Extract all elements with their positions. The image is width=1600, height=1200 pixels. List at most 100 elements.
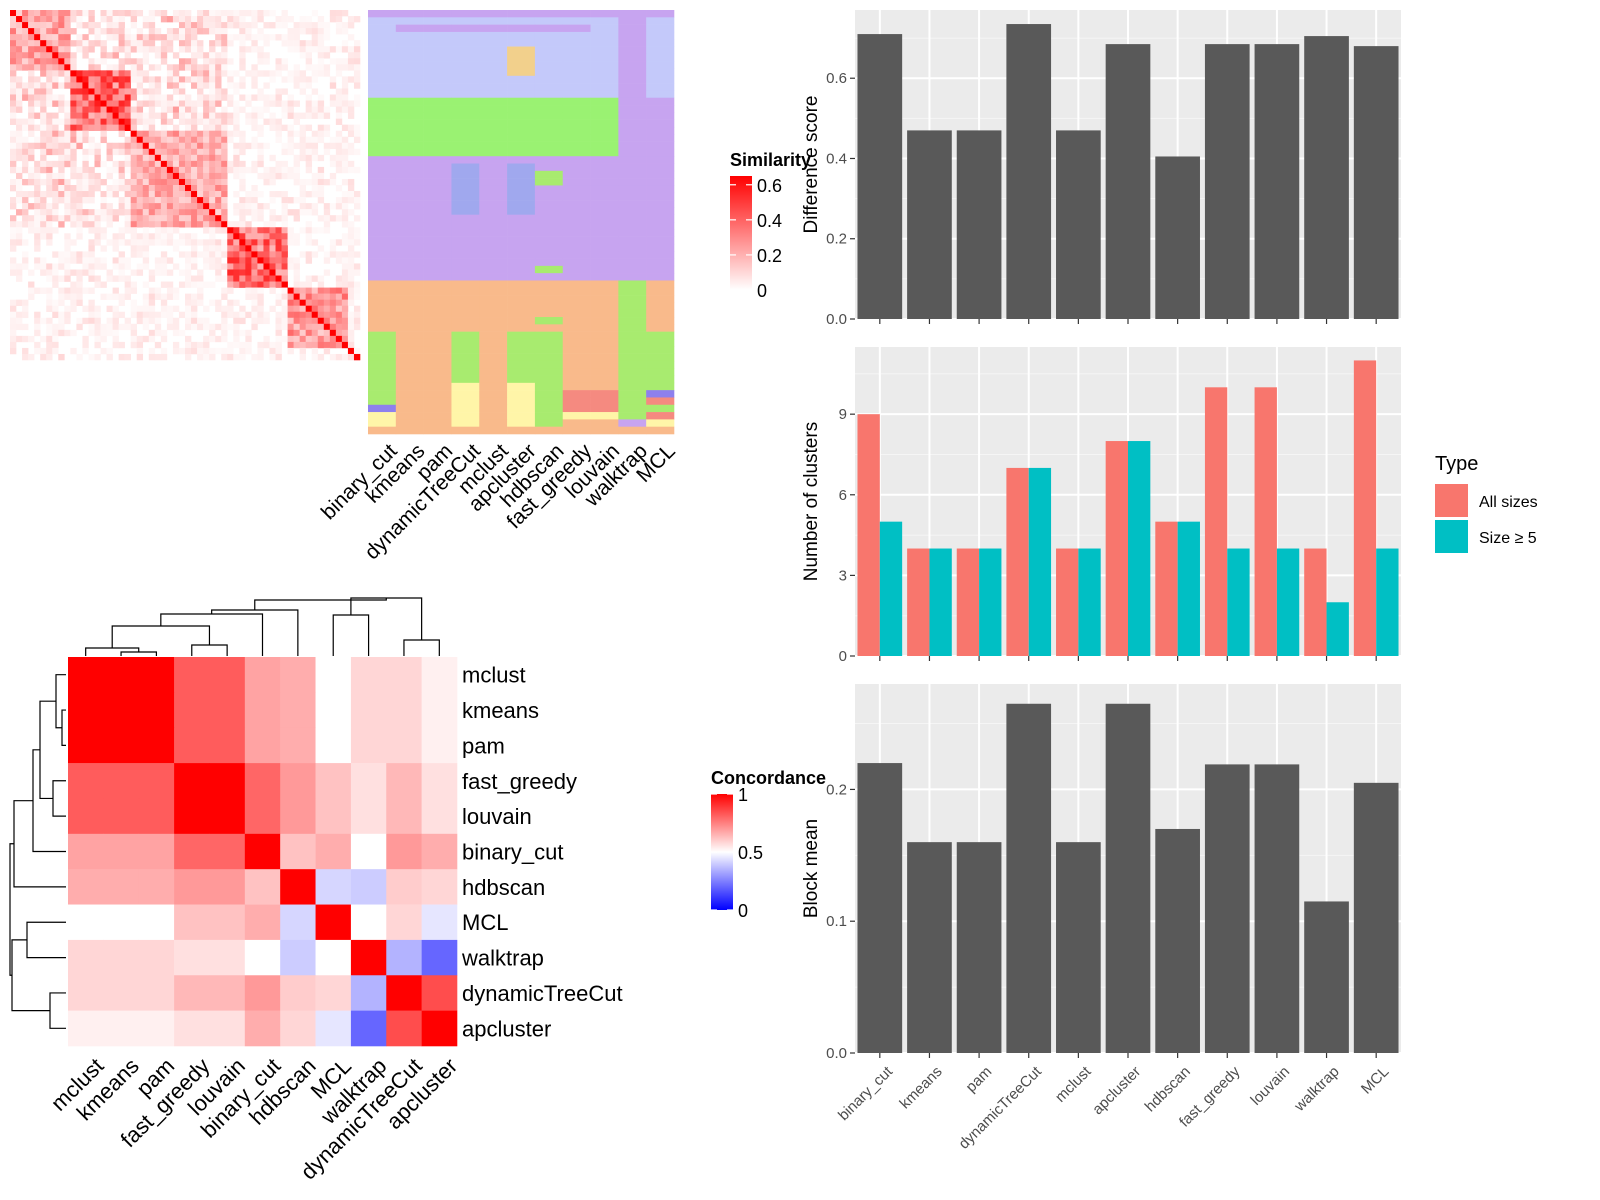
similarity-cell	[299, 76, 306, 83]
partition-cell	[507, 61, 536, 69]
similarity-cell	[10, 185, 17, 192]
similarity-cell	[191, 70, 198, 77]
similarity-cell	[281, 233, 288, 240]
similarity-cell	[16, 106, 23, 113]
similarity-cell	[251, 299, 258, 306]
similarity-cell	[112, 329, 119, 337]
similarity-cell	[239, 263, 246, 270]
similarity-cell	[130, 191, 138, 198]
similarity-cell	[88, 166, 95, 174]
similarity-cell	[172, 28, 180, 35]
partition-cell	[395, 360, 424, 369]
similarity-cell	[299, 209, 306, 216]
similarity-cell	[245, 166, 252, 174]
similarity-cell	[106, 52, 113, 59]
partition-cell	[368, 185, 397, 194]
similarity-cell	[185, 299, 192, 306]
similarity-cell	[160, 281, 168, 288]
similarity-cell	[46, 16, 53, 23]
similarity-cell	[227, 40, 234, 47]
similarity-cell	[28, 142, 35, 150]
similarity-cell	[124, 88, 131, 95]
similarity-cell	[136, 76, 144, 83]
partition-cell	[395, 83, 424, 91]
similarity-cell	[124, 221, 131, 228]
similarity-cell	[112, 112, 119, 119]
similarity-cell	[136, 317, 144, 325]
similarity-cell	[10, 154, 17, 162]
similarity-cell	[40, 124, 47, 131]
partition-cell	[646, 229, 675, 237]
similarity-cell	[251, 118, 258, 125]
bar	[1326, 602, 1349, 656]
partition-cell	[395, 126, 424, 135]
similarity-cell	[94, 317, 101, 325]
similarity-cell	[148, 154, 156, 162]
concordance-cell	[103, 869, 140, 905]
similarity-cell	[166, 76, 174, 83]
similarity-cell	[233, 100, 240, 107]
similarity-cell	[142, 16, 150, 23]
similarity-cell	[191, 323, 198, 331]
similarity-cell	[94, 172, 101, 180]
concordance-cell	[280, 869, 316, 905]
similarity-cell	[335, 64, 343, 71]
similarity-cell	[305, 94, 313, 101]
similarity-cell	[191, 178, 198, 186]
similarity-cell	[239, 203, 246, 210]
similarity-cell	[335, 148, 343, 156]
similarity-cell	[82, 305, 89, 313]
similarity-cell	[233, 221, 240, 228]
similarity-cell	[124, 94, 131, 101]
similarity-cell	[46, 172, 53, 180]
similarity-cell	[82, 100, 89, 107]
partition-cell	[646, 83, 675, 91]
similarity-cell	[136, 112, 144, 119]
similarity-cell	[215, 34, 222, 41]
similarity-cell	[166, 28, 174, 35]
similarity-cell	[112, 106, 119, 113]
similarity-cell	[16, 22, 23, 29]
partition-cell	[646, 382, 675, 391]
similarity-cell	[154, 94, 162, 101]
partition-cell	[534, 10, 564, 18]
similarity-cell	[58, 191, 65, 198]
similarity-cell	[341, 124, 349, 131]
similarity-cell	[28, 106, 35, 113]
similarity-cell	[64, 58, 71, 65]
similarity-cell	[317, 22, 325, 29]
similarity-cell	[341, 323, 349, 331]
bar	[857, 763, 903, 1053]
partition-cell	[590, 141, 619, 150]
partition-cell	[590, 295, 619, 303]
concordance-cell	[174, 657, 210, 693]
similarity-cell	[353, 239, 361, 246]
partition-cell	[479, 382, 508, 391]
similarity-cell	[311, 40, 319, 47]
similarity-cell	[112, 257, 119, 264]
y-tick-label: 0.0	[826, 311, 847, 328]
similarity-cell	[142, 185, 150, 192]
similarity-cell	[203, 76, 210, 83]
similarity-cell	[130, 166, 138, 174]
partition-cell	[618, 360, 647, 369]
partition-cell	[395, 39, 424, 47]
similarity-cell	[215, 299, 222, 306]
concordance-cell	[68, 939, 104, 976]
similarity-cell	[335, 10, 343, 17]
partition-cell	[562, 317, 591, 325]
similarity-cell	[227, 34, 234, 41]
similarity-cell	[100, 10, 107, 17]
partition-cell	[534, 265, 564, 274]
similarity-cell	[136, 239, 144, 246]
concordance-cell	[174, 904, 210, 941]
similarity-cell	[317, 281, 325, 288]
similarity-cell	[130, 227, 138, 234]
similarity-cell	[239, 209, 246, 216]
similarity-cell	[106, 124, 113, 131]
similarity-cell	[185, 154, 192, 162]
similarity-cell	[160, 40, 168, 47]
partition-cell	[590, 324, 619, 332]
partition-cell	[507, 251, 536, 259]
similarity-cell	[10, 221, 17, 228]
